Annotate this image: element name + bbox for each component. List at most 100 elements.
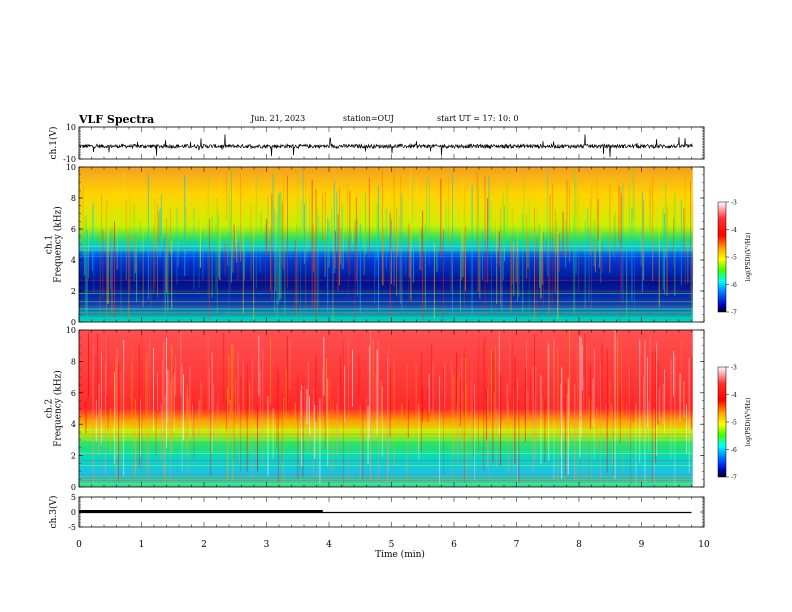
spectrogram-streak xyxy=(532,366,534,473)
spectrogram-streak xyxy=(162,360,164,432)
spectrogram-streak xyxy=(164,394,166,487)
spectrogram-streak xyxy=(593,220,595,267)
spectrogram-streak xyxy=(478,336,479,452)
spectrogram-streak xyxy=(272,408,274,459)
spectrogram-streak xyxy=(385,206,387,270)
spectrogram-streak xyxy=(84,240,86,276)
spectrogram-2-streaks xyxy=(79,330,693,487)
spectrogram-streak xyxy=(554,209,556,293)
spectrogram-streak xyxy=(484,176,486,315)
spectrogram-streak xyxy=(120,372,122,465)
spectrogram-streak xyxy=(440,179,442,259)
spectrogram-streak xyxy=(534,207,535,320)
spectrogram-streak xyxy=(142,204,144,308)
spectrogram-streak xyxy=(649,185,651,231)
spectrogram-streak xyxy=(535,365,537,461)
spectrogram-streak xyxy=(335,230,336,269)
y-tick-label: -10 xyxy=(63,155,76,164)
spectrogram-streak xyxy=(388,346,390,474)
spectrogram-streak xyxy=(558,233,560,273)
spectrogram-streak xyxy=(664,214,665,295)
x-tick-label: 1 xyxy=(139,540,145,550)
spectrogram-streak xyxy=(300,201,301,317)
spectrogram-streak xyxy=(116,175,118,270)
spectrogram-streak xyxy=(493,392,495,428)
spectrogram-streak xyxy=(229,201,231,290)
spectrogram-streak xyxy=(322,193,323,241)
spectrogram-streak xyxy=(617,338,619,420)
spectrogram-streak xyxy=(186,385,188,451)
spectrogram-streak xyxy=(601,343,603,403)
spectrogram-streak xyxy=(478,186,479,292)
spectrogram-streak xyxy=(600,209,602,283)
spectrogram-streak xyxy=(381,169,383,285)
spectrogram-streak xyxy=(528,199,530,321)
spectrogram-streak xyxy=(146,353,148,475)
spectrogram-streak xyxy=(643,200,645,281)
spectrogram-streak xyxy=(193,390,195,461)
spectrogram-streak xyxy=(261,211,262,251)
spectrogram-streak xyxy=(289,341,291,390)
spectrogram-streak xyxy=(107,210,109,304)
spectrogram-streak xyxy=(593,349,595,460)
spectrogram-streak xyxy=(242,360,244,438)
spectrogram-streak xyxy=(207,170,209,299)
spectrogram-streak xyxy=(471,184,473,322)
spectrogram-streak xyxy=(453,374,455,454)
spectrogram-streak xyxy=(639,339,641,463)
spectrogram-streak xyxy=(92,204,93,271)
spectrogram-streak xyxy=(358,354,360,397)
spectrogram-streak xyxy=(411,175,413,224)
spectrogram-streak xyxy=(327,378,329,467)
spectrogram-streak xyxy=(407,399,409,438)
spectrogram-streak xyxy=(232,344,234,481)
spectrogram-streak xyxy=(679,373,681,422)
spectrogram-streak xyxy=(523,179,525,246)
spectrogram-streak xyxy=(313,223,314,273)
spectrogram-streak xyxy=(426,179,427,241)
spectrogram-streak xyxy=(280,192,282,300)
spectrogram-streak xyxy=(401,193,403,310)
spectrogram-streak xyxy=(400,173,401,305)
spectrogram-streak xyxy=(342,229,344,269)
spectrogram-streak xyxy=(307,361,309,454)
spectrogram-streak xyxy=(128,235,130,320)
y-tick-label: 10 xyxy=(66,326,76,335)
spectrogram-streak xyxy=(266,218,268,254)
y-axis-label: ch.3(V) xyxy=(48,496,59,529)
spectrogram-streak xyxy=(561,367,563,479)
spectrogram-streak xyxy=(619,187,621,322)
spectrogram-streak xyxy=(389,212,391,315)
spectrogram-streak xyxy=(578,194,580,291)
spectrogram-1-tonal-lines xyxy=(79,245,693,319)
y-tick-label: 2 xyxy=(71,287,76,296)
spectrogram-streak xyxy=(159,208,161,258)
colorbar-tick-label: -3 xyxy=(731,200,737,207)
spectrogram-streak xyxy=(141,334,143,472)
spectrogram-streak xyxy=(652,351,654,484)
spectrogram-streak xyxy=(255,174,257,289)
spectrogram-streak xyxy=(506,383,508,426)
spectrogram-streak xyxy=(461,358,463,452)
spectrogram-streak xyxy=(171,241,173,310)
spectrogram-streak xyxy=(540,375,542,464)
spectrogram-streak xyxy=(374,236,375,304)
spectrogram-streak xyxy=(498,231,500,267)
spectrogram-streak xyxy=(487,198,489,283)
spectrogram-streak xyxy=(332,400,334,473)
spectrogram-streak xyxy=(674,193,676,296)
spectrogram-streak xyxy=(163,238,165,313)
spectrogram-streak xyxy=(618,185,620,243)
spectrogram-streak xyxy=(372,339,374,416)
spectrogram-streak xyxy=(641,190,643,293)
spectrogram-streak xyxy=(114,221,115,319)
spectrogram-streak xyxy=(212,384,214,441)
spectrogram-streak xyxy=(613,406,615,476)
spectrogram-streak xyxy=(173,372,175,433)
x-tick-label: 9 xyxy=(639,540,645,550)
spectrogram-streak xyxy=(648,401,650,451)
spectrogram-streak xyxy=(110,230,112,290)
spectrogram-streak xyxy=(613,216,615,256)
spectrogram-streak xyxy=(540,191,542,299)
spectrogram-streak xyxy=(92,362,93,469)
